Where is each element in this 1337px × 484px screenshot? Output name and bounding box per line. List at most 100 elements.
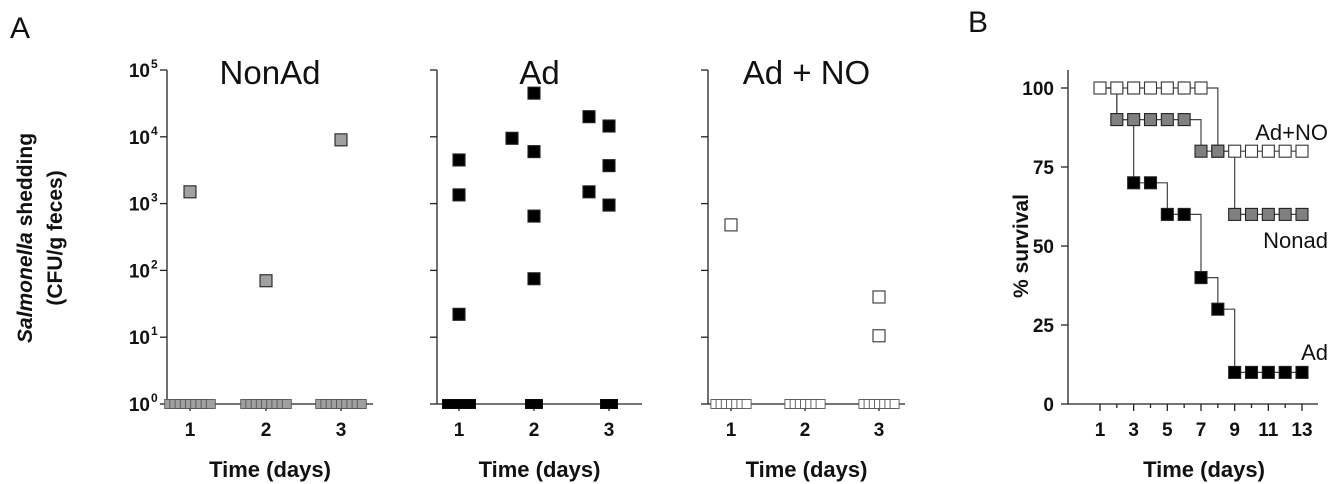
- data-point: [527, 209, 541, 223]
- chart-title: Ad: [519, 54, 559, 91]
- series-marker: [1261, 365, 1275, 379]
- data-point: [183, 185, 197, 199]
- chart-title: Ad + NO: [743, 54, 870, 91]
- baseline-marker: [741, 399, 752, 409]
- baseline-marker: [815, 399, 826, 409]
- series-marker: [1127, 113, 1141, 127]
- x-tick-label: 2: [529, 420, 540, 441]
- y-axis-label-rest: shedding: [14, 133, 37, 232]
- chart-title: NonAd: [220, 54, 321, 91]
- series-marker: [1228, 207, 1242, 221]
- series-marker: [1278, 207, 1292, 221]
- data-point: [259, 274, 273, 288]
- x-tick-label: 3: [336, 420, 347, 441]
- series-marker: [1278, 365, 1292, 379]
- x-axis-label: Time (days): [479, 457, 601, 482]
- y-tick-label: 0: [1043, 395, 1054, 416]
- y-tick-exponent: 5: [151, 57, 158, 71]
- x-tick-label: 1: [726, 420, 737, 441]
- svg-text:Salmonella shedding: Salmonella shedding: [14, 133, 37, 343]
- series-marker: [1295, 207, 1309, 221]
- y-tick-exponent: 3: [151, 191, 158, 205]
- x-tick-label: 1: [454, 420, 465, 441]
- series-marker: [1228, 144, 1242, 158]
- baseline-marker: [608, 399, 618, 409]
- data-point: [452, 307, 466, 321]
- y-tick-exponent: 4: [151, 124, 158, 138]
- baseline-marker: [281, 399, 292, 409]
- data-point: [602, 119, 616, 133]
- series-marker: [1177, 81, 1191, 95]
- y-tick-label: 10: [129, 261, 150, 282]
- series-marker: [1295, 144, 1309, 158]
- series-marker: [1244, 144, 1259, 158]
- series-marker: [1194, 144, 1208, 158]
- series-marker: [1244, 207, 1259, 221]
- y-tick-exponent: 0: [151, 391, 158, 405]
- y-tick-label: 50: [1033, 237, 1054, 258]
- data-point: [602, 159, 616, 173]
- x-tick-label: 1: [1095, 420, 1106, 441]
- series-marker: [1127, 81, 1141, 95]
- y-tick-label: 10: [129, 328, 150, 349]
- panel-letter-a: A: [10, 12, 30, 45]
- x-tick-label: 9: [1229, 420, 1240, 441]
- x-tick-label: 2: [261, 420, 272, 441]
- y-axis-label-a: Salmonella shedding (CFU/g feces): [14, 133, 67, 343]
- baseline-marker: [466, 399, 476, 409]
- data-point: [527, 272, 541, 286]
- series-marker: [1160, 207, 1174, 221]
- data-point: [527, 86, 541, 100]
- series-label: Ad+NO: [1255, 120, 1328, 145]
- data-point: [602, 198, 616, 212]
- y-tick-label: 10: [129, 395, 150, 416]
- x-axis-label: Time (days): [746, 457, 868, 482]
- series-marker: [1295, 365, 1309, 379]
- y-axis-label-italic: Salmonella: [14, 232, 37, 343]
- data-point: [582, 110, 596, 124]
- data-point: [452, 153, 466, 167]
- series-marker: [1177, 113, 1191, 127]
- baseline-marker: [205, 399, 216, 409]
- series-marker: [1211, 302, 1225, 316]
- y-tick-exponent: 2: [151, 257, 158, 271]
- series-marker: [1244, 365, 1259, 379]
- y-tick-label: 10: [129, 195, 150, 216]
- series-marker: [1261, 144, 1275, 158]
- y-tick-exponent: 1: [151, 324, 158, 338]
- series-marker: [1261, 207, 1275, 221]
- x-tick-label: 7: [1196, 420, 1207, 441]
- series-marker: [1127, 176, 1141, 190]
- series-marker: [1143, 81, 1158, 95]
- series-marker: [1228, 365, 1242, 379]
- data-point: [872, 329, 886, 343]
- y-tick-label: 100: [1022, 79, 1054, 100]
- series-marker: [1143, 113, 1158, 127]
- y-axis-label: % survival: [1010, 194, 1033, 298]
- x-axis-label: Time (days): [1143, 457, 1265, 482]
- x-tick-label: 5: [1162, 420, 1173, 441]
- data-point: [452, 188, 466, 202]
- y-tick-label: 10: [129, 128, 150, 149]
- data-point: [872, 290, 886, 304]
- series-marker: [1110, 113, 1124, 127]
- series-marker: [1143, 176, 1158, 190]
- y-tick-label: 25: [1033, 316, 1055, 337]
- data-point: [505, 131, 519, 145]
- y-axis-label-line2: (CFU/g feces): [44, 170, 67, 305]
- x-tick-label: 3: [874, 420, 885, 441]
- series-marker: [1194, 271, 1208, 285]
- panel-ad-no: 1 2 3 Ad + NO Time (days): [701, 54, 905, 482]
- x-tick-label: 13: [1291, 420, 1312, 441]
- x-axis-label: Time (days): [209, 457, 331, 482]
- baseline-marker: [533, 399, 543, 409]
- y-tick-label: 75: [1033, 158, 1055, 179]
- baseline-marker: [889, 399, 900, 409]
- panel-letter-b: B: [968, 6, 988, 39]
- series-marker: [1160, 81, 1174, 95]
- series-marker: [1093, 81, 1107, 95]
- series-marker: [1177, 207, 1191, 221]
- x-tick-label: 2: [800, 420, 811, 441]
- series-marker: [1278, 144, 1292, 158]
